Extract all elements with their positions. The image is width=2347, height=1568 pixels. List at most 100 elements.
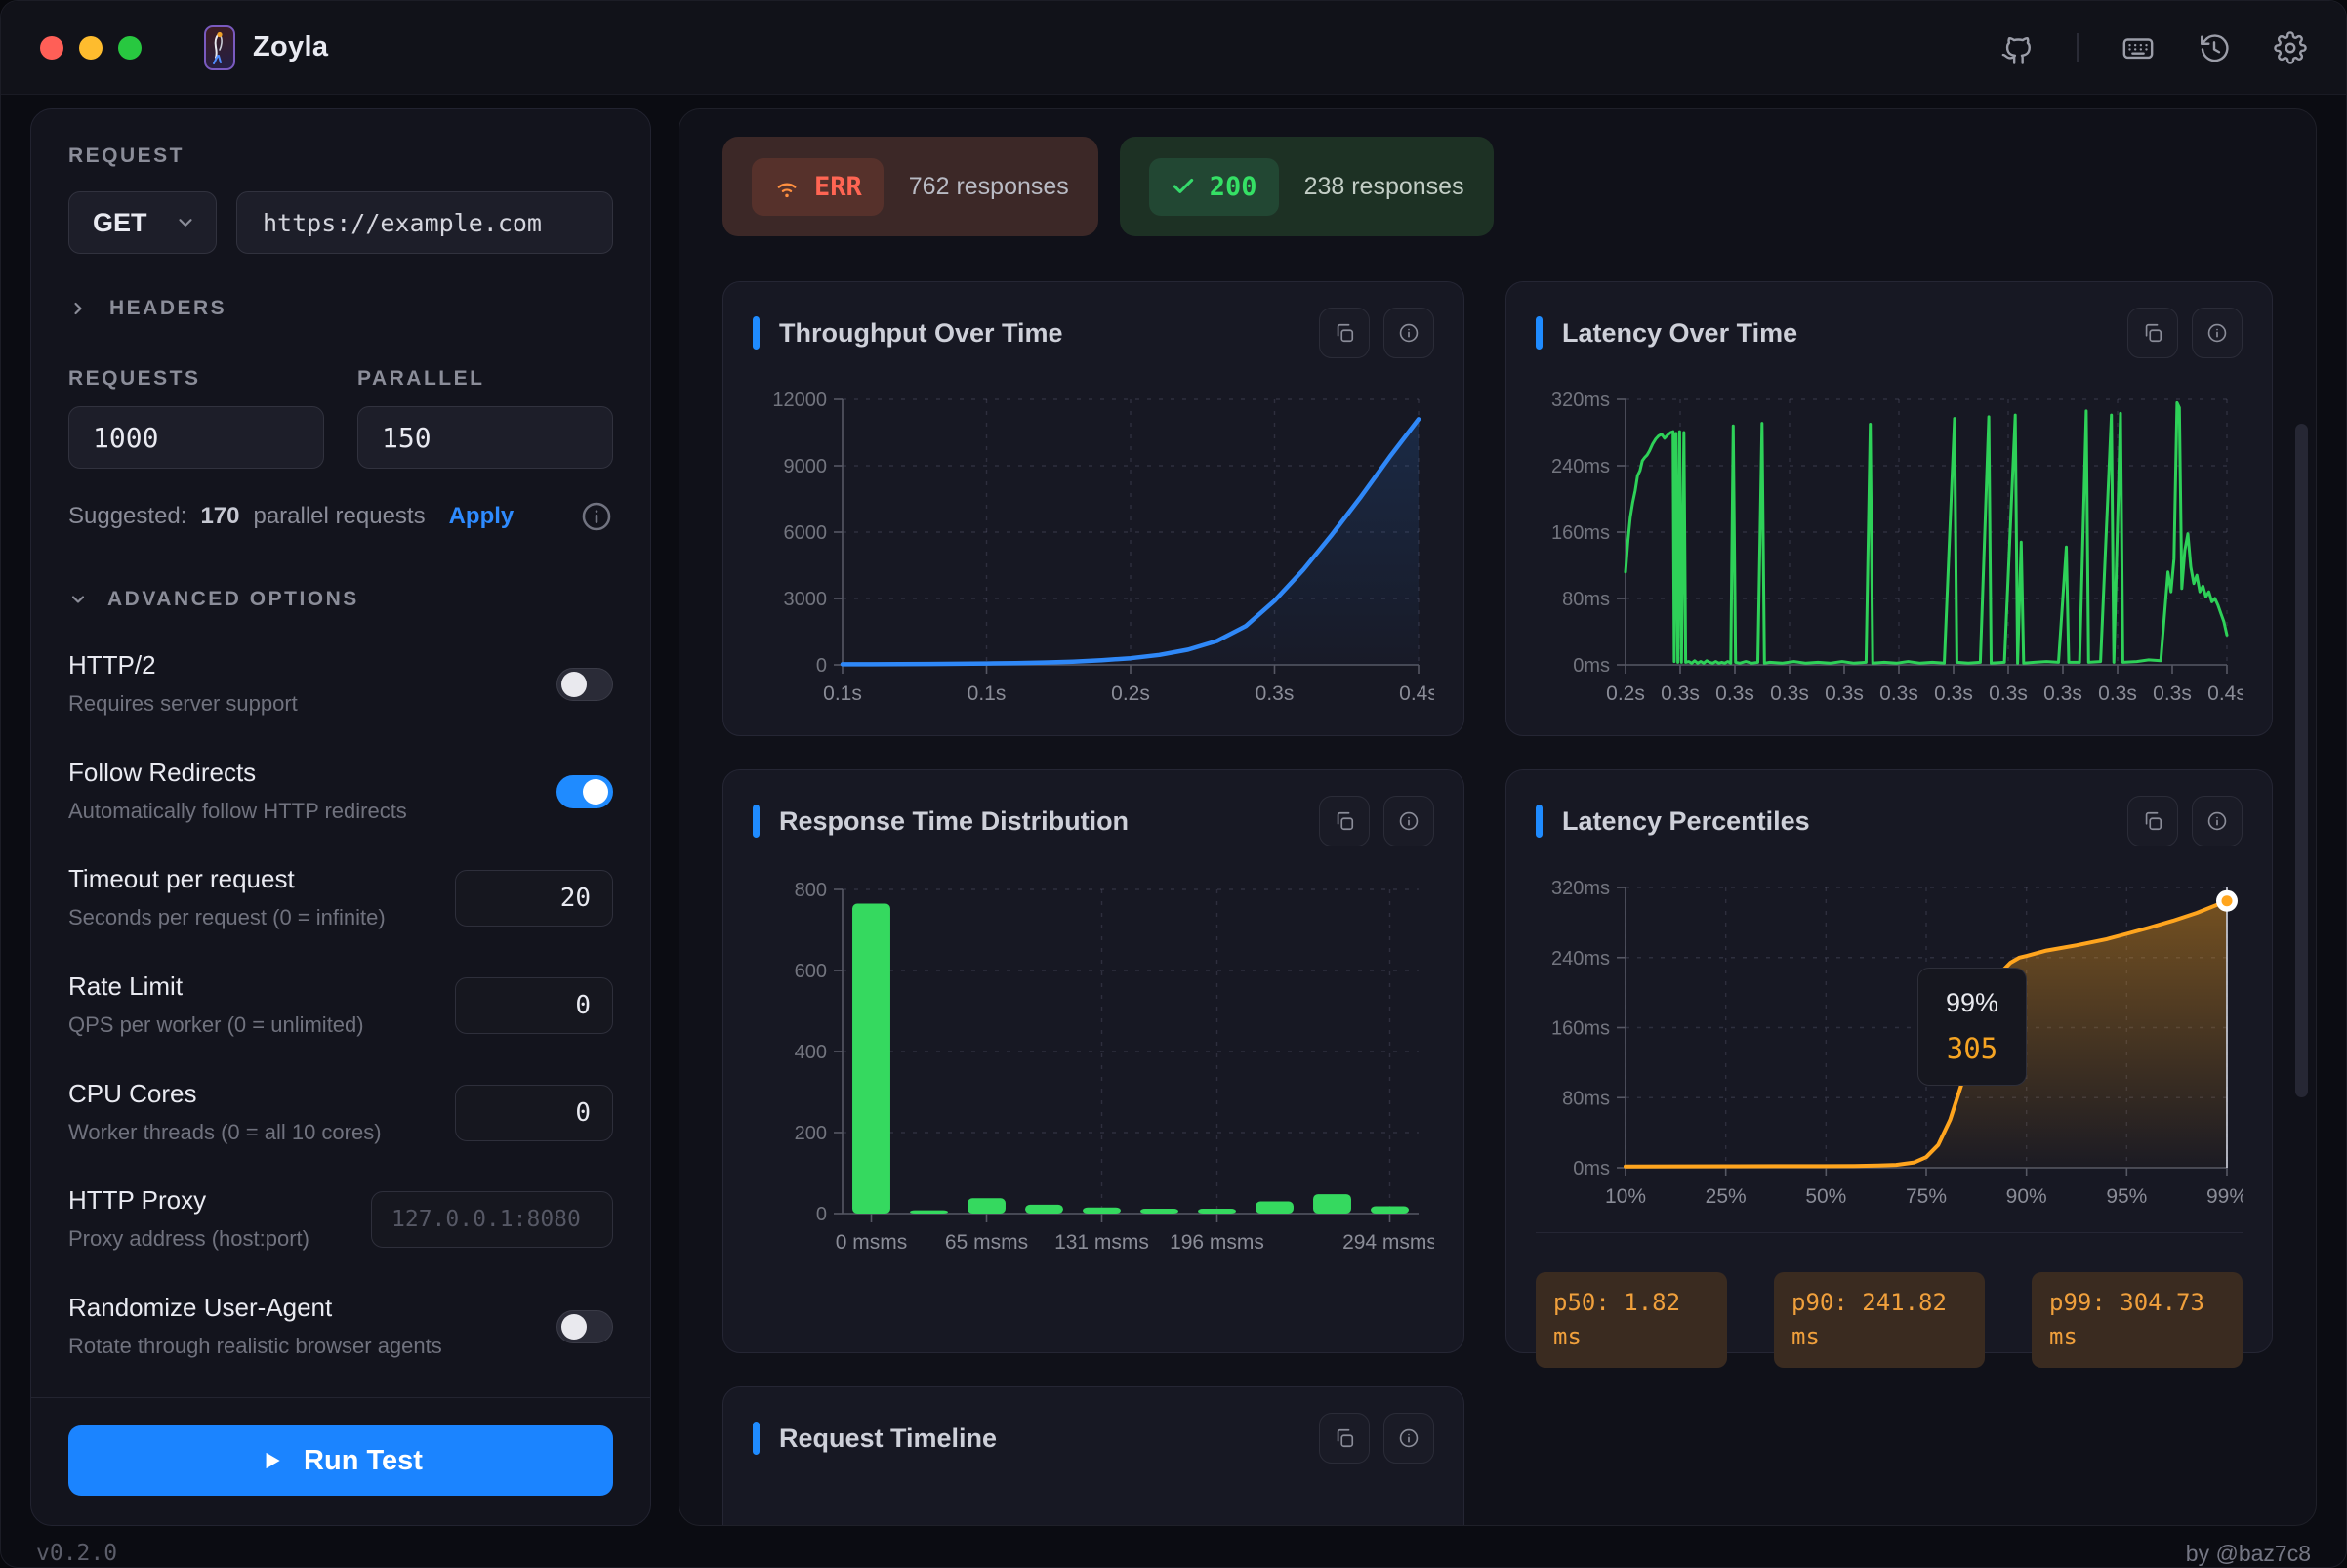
svg-text:0.3s: 0.3s <box>1661 682 1700 705</box>
svg-text:65 msms: 65 msms <box>945 1231 1028 1254</box>
throughput-chart-card: Throughput Over Time 0 3000 6000 9000 12000 0… <box>722 281 1464 736</box>
option-row-rate-limit: Rate Limit QPS per worker (0 = unlimited) <box>68 971 613 1040</box>
run-test-button[interactable]: Run Test <box>68 1425 613 1496</box>
svg-text:160ms: 160ms <box>1551 1018 1610 1040</box>
headers-section-toggle[interactable]: HEADERS <box>68 297 613 320</box>
chevron-down-icon <box>71 596 85 603</box>
parallel-label: PARALLEL <box>357 367 485 390</box>
info-icon <box>2207 811 2227 831</box>
chart-title: Throughput Over Time <box>779 317 1063 348</box>
throughput-chart: 0 3000 6000 9000 12000 0.1s 0.1s 0.2s 0.3s 0.4s <box>753 386 1437 708</box>
info-icon <box>2207 323 2227 343</box>
percentile-stats-row: p50: 1.82 ms p90: 241.82 ms p99: 304.73 … <box>1536 1272 2243 1368</box>
method-select[interactable]: GET <box>68 191 217 254</box>
play-icon <box>266 1452 280 1469</box>
svg-text:131 msms: 131 msms <box>1054 1231 1149 1254</box>
wifi-icon <box>777 183 797 198</box>
copy-chart-button[interactable] <box>1319 1413 1370 1464</box>
cpu-cores-description: Worker threads (0 = all 10 cores) <box>68 1119 382 1144</box>
zoom-window-button[interactable] <box>118 35 142 60</box>
cpu-cores-input[interactable] <box>455 1084 613 1141</box>
advanced-options-toggle[interactable]: ADVANCED OPTIONS <box>68 588 613 611</box>
keyboard-icon[interactable] <box>2121 31 2155 64</box>
chart-info-button[interactable] <box>1383 796 1434 846</box>
svg-text:50%: 50% <box>1805 1185 1846 1208</box>
svg-text:0.1s: 0.1s <box>823 682 862 705</box>
version-label: v0.2.0 <box>36 1541 118 1566</box>
tooltip-value: 305 <box>1946 1032 1998 1065</box>
charts-grid: Throughput Over Time 0 3000 6000 9000 12000 0… <box>722 281 2273 1525</box>
rate-limit-input[interactable] <box>455 976 613 1034</box>
chart-info-button[interactable] <box>2192 796 2243 846</box>
latency-chart-svg: 0ms 80ms 160ms 240ms 320ms 0.2s 0.3s 0.3s 0.3s 0.… <box>1551 390 2246 705</box>
copy-icon <box>1337 811 1354 831</box>
info-icon <box>1399 811 1419 831</box>
svg-text:0: 0 <box>816 655 827 677</box>
option-row-timeout-per-request: Timeout per request Seconds per request (… <box>68 864 613 932</box>
http-2-toggle[interactable] <box>556 667 613 701</box>
svg-text:0.3s: 0.3s <box>1934 682 1973 705</box>
http-2-label: HTTP/2 <box>68 650 156 680</box>
svg-text:3000: 3000 <box>784 589 828 610</box>
chart-title: Latency Over Time <box>1562 317 1798 348</box>
follow-redirects-toggle[interactable] <box>556 774 613 808</box>
option-row-follow-redirects: Follow Redirects Automatically follow HTT… <box>68 758 613 826</box>
footer: v0.2.0 by @baz7c8 <box>1 1532 2346 1567</box>
copy-chart-button[interactable] <box>2127 308 2178 358</box>
http-proxy-input[interactable] <box>371 1191 613 1249</box>
copy-icon <box>1337 323 1354 343</box>
minimize-window-button[interactable] <box>79 35 103 60</box>
chart-info-button[interactable] <box>2192 308 2243 358</box>
info-icon <box>1399 323 1419 343</box>
settings-gear-icon[interactable] <box>2274 30 2307 64</box>
svg-text:12000: 12000 <box>772 390 827 411</box>
svg-text:10%: 10% <box>1605 1185 1646 1208</box>
copy-chart-button[interactable] <box>2127 796 2178 846</box>
svg-text:160ms: 160ms <box>1551 522 1610 544</box>
github-icon[interactable] <box>2000 31 2034 64</box>
rate-limit-label: Rate Limit <box>68 971 184 1002</box>
error-code-label: ERR <box>814 171 862 202</box>
chart-info-button[interactable] <box>1383 1413 1434 1464</box>
history-icon[interactable] <box>2198 31 2231 64</box>
titlebar-actions <box>2000 30 2307 64</box>
timeout-per-request-input[interactable] <box>455 870 613 928</box>
percentiles-chart-card: Latency Percentiles 99% <box>1505 769 2273 1368</box>
follow-redirects-description: Automatically follow HTTP redirects <box>68 798 407 823</box>
info-icon[interactable] <box>580 500 613 533</box>
card-accent-bar <box>1536 805 1543 838</box>
svg-text:0.3s: 0.3s <box>1715 682 1754 705</box>
content-area: REQUEST GET HEADERS REQUESTS <box>1 95 2346 1526</box>
url-input[interactable] <box>236 191 613 254</box>
svg-text:0.2s: 0.2s <box>1606 682 1645 705</box>
apply-suggestion-link[interactable]: Apply <box>448 503 515 529</box>
svg-text:99%: 99% <box>2206 1185 2243 1208</box>
svg-text:0 msms: 0 msms <box>836 1231 908 1254</box>
suggested-value: 170 <box>200 503 240 529</box>
requests-input[interactable] <box>68 406 324 469</box>
close-window-button[interactable] <box>40 35 63 60</box>
parallel-input[interactable] <box>357 406 613 469</box>
card-accent-bar <box>753 316 760 350</box>
copy-chart-button[interactable] <box>1319 308 1370 358</box>
chart-tooltip: 99% 305 <box>1916 968 2027 1086</box>
svg-text:320ms: 320ms <box>1551 878 1610 899</box>
copy-chart-button[interactable] <box>1319 796 1370 846</box>
svg-text:0.3s: 0.3s <box>2098 682 2137 705</box>
svg-text:0.4s: 0.4s <box>2207 682 2243 705</box>
svg-text:0.2s: 0.2s <box>1111 682 1150 705</box>
success-responses-card: 200 238 responses <box>1119 137 1494 236</box>
p99-badge: p99: 304.73 ms <box>2032 1272 2243 1368</box>
status-badges-row: ERR 762 responses 200 238 responses <box>722 137 2273 236</box>
card-accent-bar <box>753 805 760 838</box>
randomize-user-agent-label: Randomize User-Agent <box>68 1293 333 1323</box>
svg-text:0.3s: 0.3s <box>1989 682 2028 705</box>
rate-limit-description: QPS per worker (0 = unlimited) <box>68 1012 364 1038</box>
copy-icon <box>2145 811 2162 831</box>
chart-info-button[interactable] <box>1383 308 1434 358</box>
randomize-user-agent-toggle[interactable] <box>556 1309 613 1343</box>
percentiles-chart: 99% 305 0ms 80ms 160ms 240ms 320ms 10% 25% 50% 7… <box>1536 874 2247 1211</box>
chart-title: Latency Percentiles <box>1562 805 1810 836</box>
vertical-scrollbar[interactable] <box>2295 424 2308 1097</box>
